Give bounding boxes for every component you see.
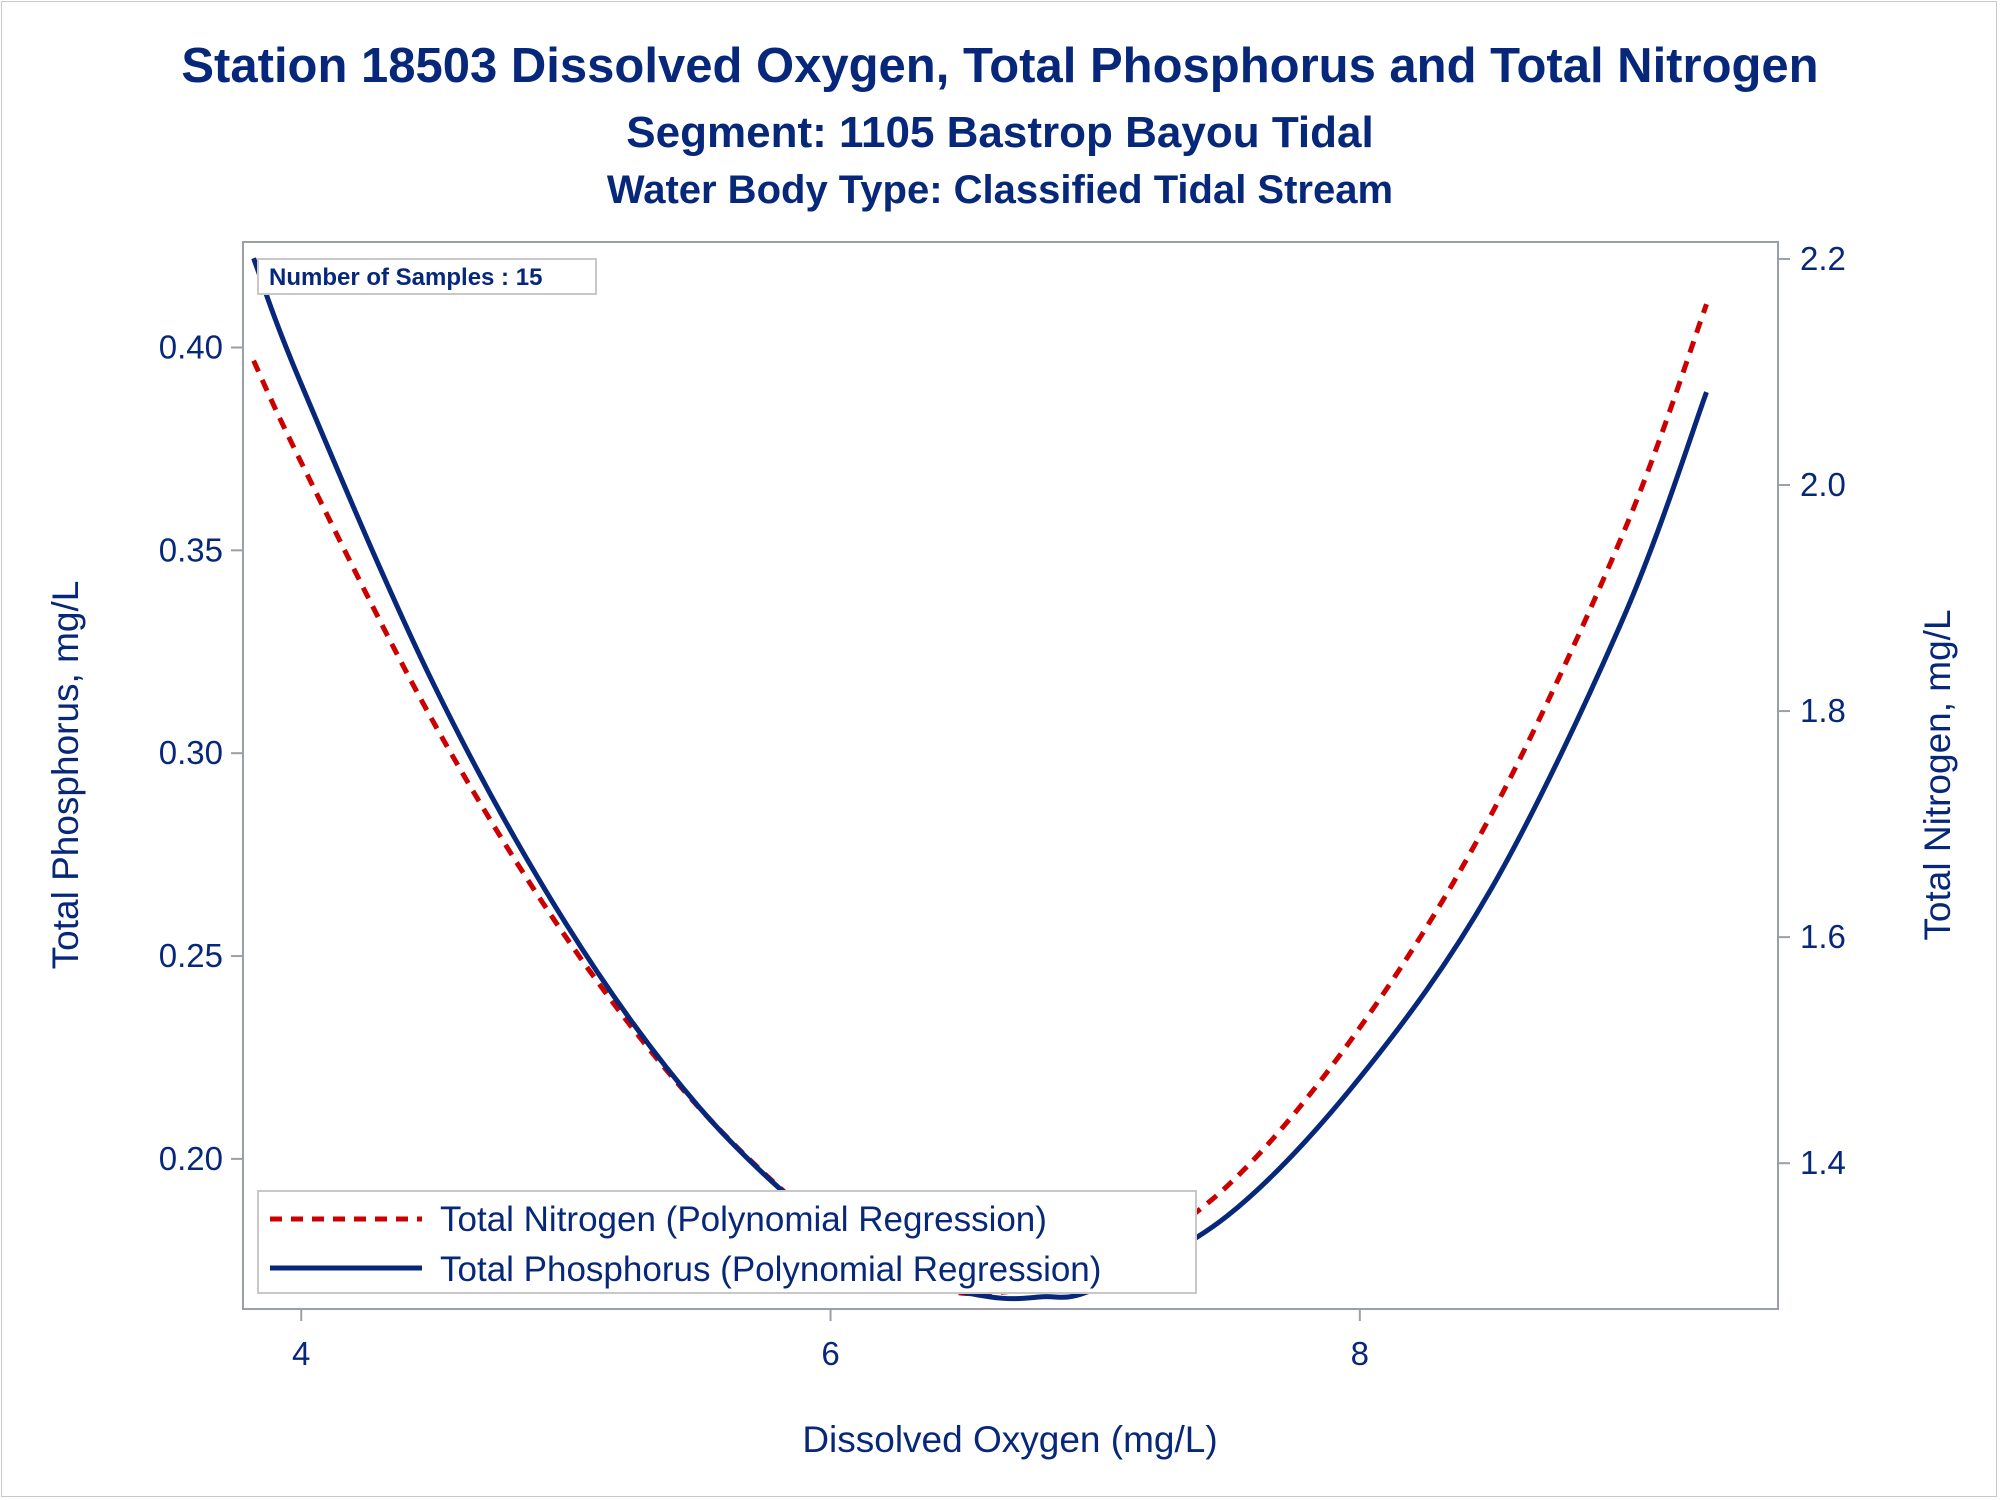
y2-tick-label: 1.6 [1800,918,1846,955]
legend-box [257,1190,1197,1294]
x-tick-label: 8 [1351,1335,1369,1372]
y2-tick-label: 1.8 [1800,692,1846,729]
chart-subtitle-2: Water Body Type: Classified Tidal Stream [606,168,1394,212]
legend: Total Nitrogen (Polynomial Regression) T… [257,1190,1197,1294]
y-tick-label: 0.30 [159,734,223,771]
series-line-nitrogen [251,303,1709,1297]
plot-area [242,241,1779,1310]
series-layer [251,257,1709,1302]
y2-axis-label: Total Nitrogen, mg/L [1917,609,1958,940]
x-tick-label: 6 [821,1335,839,1372]
y-tick-label: 0.20 [159,1140,223,1177]
legend-label-nitrogen: Total Nitrogen (Polynomial Regression) [440,1200,1047,1239]
y2-tick-label: 2.2 [1800,240,1846,277]
y-tick-label: 0.40 [159,328,223,365]
y-tick-label: 0.35 [159,531,223,568]
x-axis-label: Dissolved Oxygen (mg/L) [802,1419,1217,1460]
x-tick-label: 4 [292,1335,310,1372]
sample-count-box: Number of Samples : 15 [257,258,597,295]
axes: 4 6 8 0.20 0.25 0.30 0.35 0.40 1.4 1.6 1.8 2.0 2.2 [159,240,1846,1372]
sample-count-text: Number of Samples : 15 [269,264,542,291]
y2-tick-label: 2.0 [1800,466,1846,503]
y-tick-label: 0.25 [159,937,223,974]
legend-label-phosphorus: Total Phosphorus (Polynomial Regression) [440,1250,1101,1289]
chart-subtitle: Segment: 1105 Bastrop Bayou Tidal [626,108,1374,157]
y-axis-label: Total Phosphorus, mg/L [45,581,86,970]
y2-tick-label: 1.4 [1800,1144,1846,1181]
chart-title: Station 18503 Dissolved Oxygen, Total Ph… [181,39,1819,93]
series-line-phosphorus [251,257,1709,1302]
